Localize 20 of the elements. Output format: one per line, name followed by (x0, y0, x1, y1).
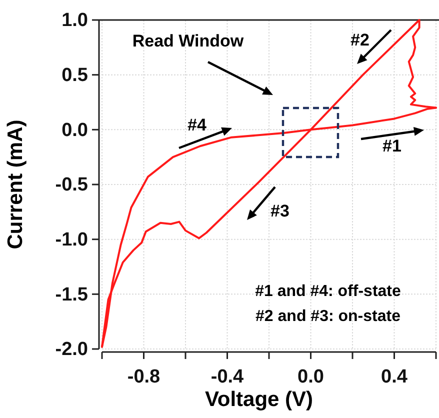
y-tick-label: -2.0 (55, 339, 88, 360)
x-tick-label: -0.8 (127, 366, 160, 388)
annotation: #4 (188, 115, 207, 134)
x-axis-title: Voltage (V) (204, 388, 314, 411)
annotation: #3 (270, 201, 290, 220)
y-axis-title: Current (mA) (4, 120, 27, 250)
y-tick-label: 1.0 (62, 10, 88, 32)
x-tick-label: 0.4 (381, 366, 408, 388)
y-tick-label: -1.5 (55, 284, 88, 306)
annotation: Read Window (132, 31, 244, 50)
annotation: #1 (382, 136, 402, 156)
annotation: #1 and #4: off-state (255, 283, 402, 300)
y-tick-label: 0.0 (62, 120, 88, 141)
y-tick-label: -1.0 (55, 229, 88, 250)
y-tick-label: 0.5 (62, 64, 88, 86)
y-tick-label: -0.5 (55, 174, 88, 196)
x-tick-label: -0.4 (210, 366, 244, 388)
annotation: #2 and #3: on-state (256, 308, 401, 326)
annotation: #2 (350, 30, 370, 50)
x-tick-label: 0.0 (298, 366, 324, 388)
